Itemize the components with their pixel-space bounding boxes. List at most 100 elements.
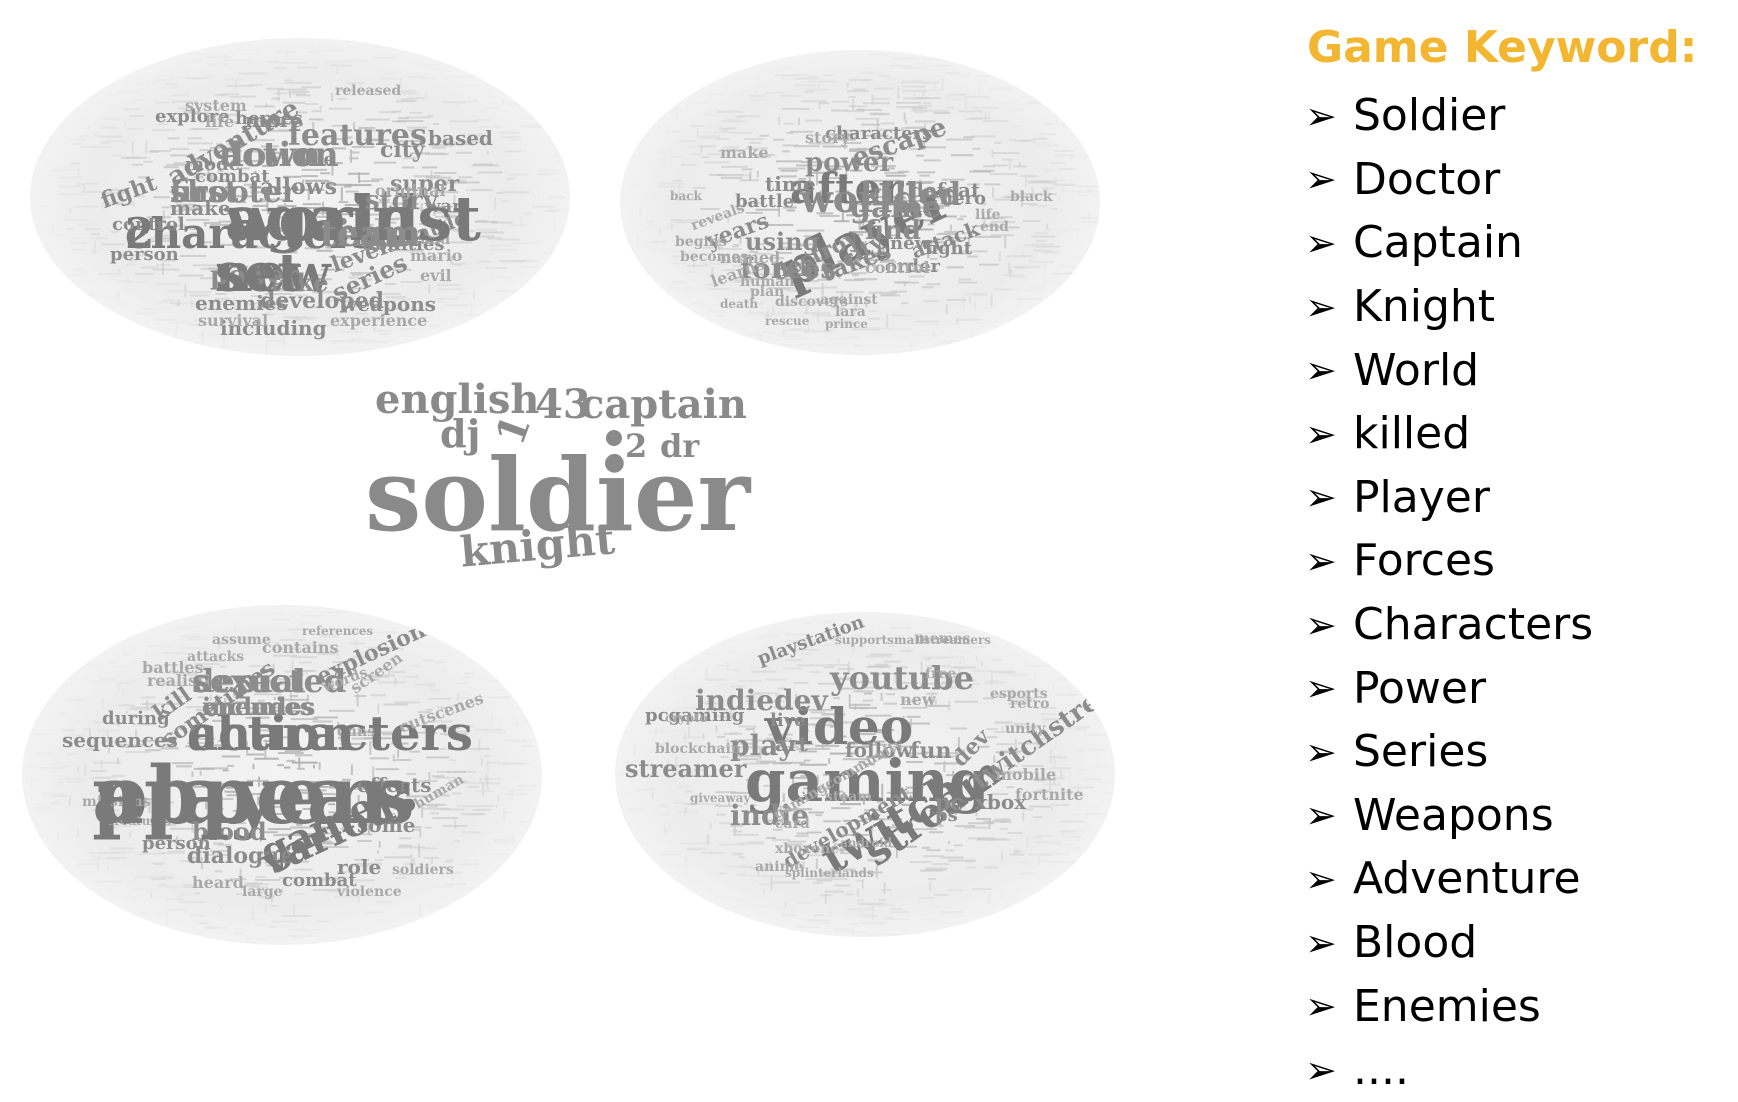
word-cloud-word: hero bbox=[940, 190, 986, 208]
word-cloud-word: 43 bbox=[535, 385, 591, 425]
word-cloud-word: life bbox=[205, 114, 234, 130]
word-cloud-word: plan bbox=[750, 285, 784, 299]
word-cloud-word: xboxone bbox=[775, 842, 839, 856]
word-cloud-word: prince bbox=[825, 318, 868, 330]
word-cloud-word: city bbox=[380, 139, 425, 161]
word-cloud-word: giveaway bbox=[690, 792, 750, 804]
word-cloud-word: survival bbox=[198, 313, 268, 329]
keyword-label: Doctor bbox=[1353, 154, 1500, 205]
keyword-label: Adventure bbox=[1353, 853, 1581, 904]
keyword-list: ➢Soldier➢Doctor➢Captain➢Knight➢World➢kil… bbox=[1305, 84, 1593, 1102]
word-cloud-word: unity bbox=[1005, 722, 1045, 736]
keyword-item: ➢Adventure bbox=[1305, 847, 1593, 911]
arrow-bullet-icon: ➢ bbox=[1305, 412, 1349, 456]
word-cloud-word: heard bbox=[192, 875, 244, 891]
keyword-label: Player bbox=[1353, 472, 1490, 523]
word-cloud-word: make bbox=[720, 145, 769, 161]
word-cloud-word: captain bbox=[580, 385, 747, 425]
word-cloud-word: assume bbox=[212, 633, 271, 647]
word-cloud-word: free bbox=[925, 667, 956, 681]
arrow-bullet-icon: ➢ bbox=[1305, 857, 1349, 901]
arrow-bullet-icon: ➢ bbox=[1305, 94, 1349, 138]
keyword-item: ➢Enemies bbox=[1305, 974, 1593, 1038]
keyword-item: ➢Captain bbox=[1305, 211, 1593, 275]
word-cloud-word: large bbox=[242, 885, 282, 899]
keyword-item: ➢Forces bbox=[1305, 529, 1593, 593]
arrow-bullet-icon: ➢ bbox=[1305, 285, 1349, 329]
keyword-item: ➢Player bbox=[1305, 466, 1593, 530]
arrow-bullet-icon: ➢ bbox=[1305, 921, 1349, 965]
keyword-item: ➢Weapons bbox=[1305, 784, 1593, 848]
keyword-label: Characters bbox=[1353, 599, 1593, 650]
word-cloud-word: story bbox=[805, 130, 850, 146]
word-cloud-word: crypto bbox=[665, 712, 708, 724]
keyword-item: ➢.... bbox=[1305, 1038, 1593, 1102]
arrow-bullet-icon: ➢ bbox=[1305, 1048, 1349, 1092]
word-cloud-word: splinterlands bbox=[785, 867, 874, 879]
word-cloud-word: supportsmallstreamers bbox=[835, 634, 991, 646]
keyword-label: Knight bbox=[1353, 281, 1495, 332]
keyword-label: Enemies bbox=[1353, 981, 1541, 1032]
word-cloud-word: soldiers bbox=[392, 863, 454, 877]
dot-icon bbox=[606, 430, 622, 446]
keyword-item: ➢Characters bbox=[1305, 593, 1593, 657]
arrow-bullet-icon: ➢ bbox=[1305, 348, 1349, 392]
keyword-item: ➢Power bbox=[1305, 656, 1593, 720]
keyword-label: Captain bbox=[1353, 217, 1523, 268]
arrow-bullet-icon: ➢ bbox=[1305, 603, 1349, 647]
keyword-label: .... bbox=[1353, 1044, 1409, 1095]
word-cloud-word: based bbox=[428, 128, 493, 148]
word-cloud-word: mobile bbox=[995, 767, 1056, 783]
word-cloud-word: control bbox=[865, 260, 930, 276]
word-cloud-word: released bbox=[335, 84, 401, 98]
keyword-label: killed bbox=[1353, 408, 1470, 459]
arrow-bullet-icon: ➢ bbox=[1305, 157, 1349, 201]
word-cloud-word: fun bbox=[910, 740, 951, 762]
arrow-bullet-icon: ➢ bbox=[1305, 730, 1349, 774]
word-cloud-word: android bbox=[840, 837, 892, 849]
keyword-item: ➢Knight bbox=[1305, 275, 1593, 339]
word-cloud-word: heroes bbox=[235, 110, 303, 128]
keyword-label: Power bbox=[1353, 663, 1486, 714]
word-cloud-word: 2 bbox=[625, 430, 647, 462]
word-cloud-word: becomes bbox=[680, 250, 748, 264]
keyword-item: ➢killed bbox=[1305, 402, 1593, 466]
word-cloud-word: art bbox=[775, 734, 808, 754]
word-cloud-word: during bbox=[102, 710, 170, 728]
word-cloud-word: knight bbox=[458, 518, 616, 573]
word-cloud-word: fight bbox=[925, 240, 972, 258]
word-cloud-word: shooter bbox=[170, 178, 297, 208]
arrow-bullet-icon: ➢ bbox=[1305, 475, 1349, 519]
keyword-label: Soldier bbox=[1353, 90, 1505, 141]
word-cloud-word: rescue bbox=[765, 315, 809, 327]
keyword-item: ➢Blood bbox=[1305, 911, 1593, 975]
keyword-label: Blood bbox=[1353, 917, 1477, 968]
arrow-bullet-icon: ➢ bbox=[1305, 666, 1349, 710]
keyword-item: ➢World bbox=[1305, 338, 1593, 402]
keyword-label: Weapons bbox=[1353, 790, 1554, 841]
keyword-panel-title: Game Keyword: bbox=[1307, 22, 1697, 73]
arrow-bullet-icon: ➢ bbox=[1305, 539, 1349, 583]
word-cloud-word: violence bbox=[337, 885, 402, 899]
game-keyword-panel: Game Keyword: ➢Soldier➢Doctor➢Captain➢Kn… bbox=[1305, 14, 1735, 1094]
arrow-bullet-icon: ➢ bbox=[1305, 793, 1349, 837]
word-cloud-word: black bbox=[1010, 190, 1052, 204]
keyword-item: ➢Doctor bbox=[1305, 148, 1593, 212]
word-cloud-word: card bbox=[775, 817, 810, 831]
word-cloud-word: down bbox=[220, 138, 320, 172]
word-cloud-word: live bbox=[770, 712, 806, 730]
word-cloud-word: team bbox=[320, 216, 421, 252]
word-cloud-word: back bbox=[670, 190, 702, 202]
keyword-item: ➢Series bbox=[1305, 720, 1593, 784]
word-cloud-word: retro bbox=[1010, 697, 1049, 711]
keyword-label: World bbox=[1353, 345, 1479, 396]
word-cloud-word: references bbox=[302, 625, 373, 637]
word-cloud-word: contains bbox=[262, 640, 339, 656]
keyword-label: Series bbox=[1353, 726, 1488, 777]
word-cloud-word: begins bbox=[675, 235, 727, 249]
word-cloud-word: life bbox=[975, 208, 1001, 222]
word-cloud-word: dr bbox=[660, 430, 699, 462]
